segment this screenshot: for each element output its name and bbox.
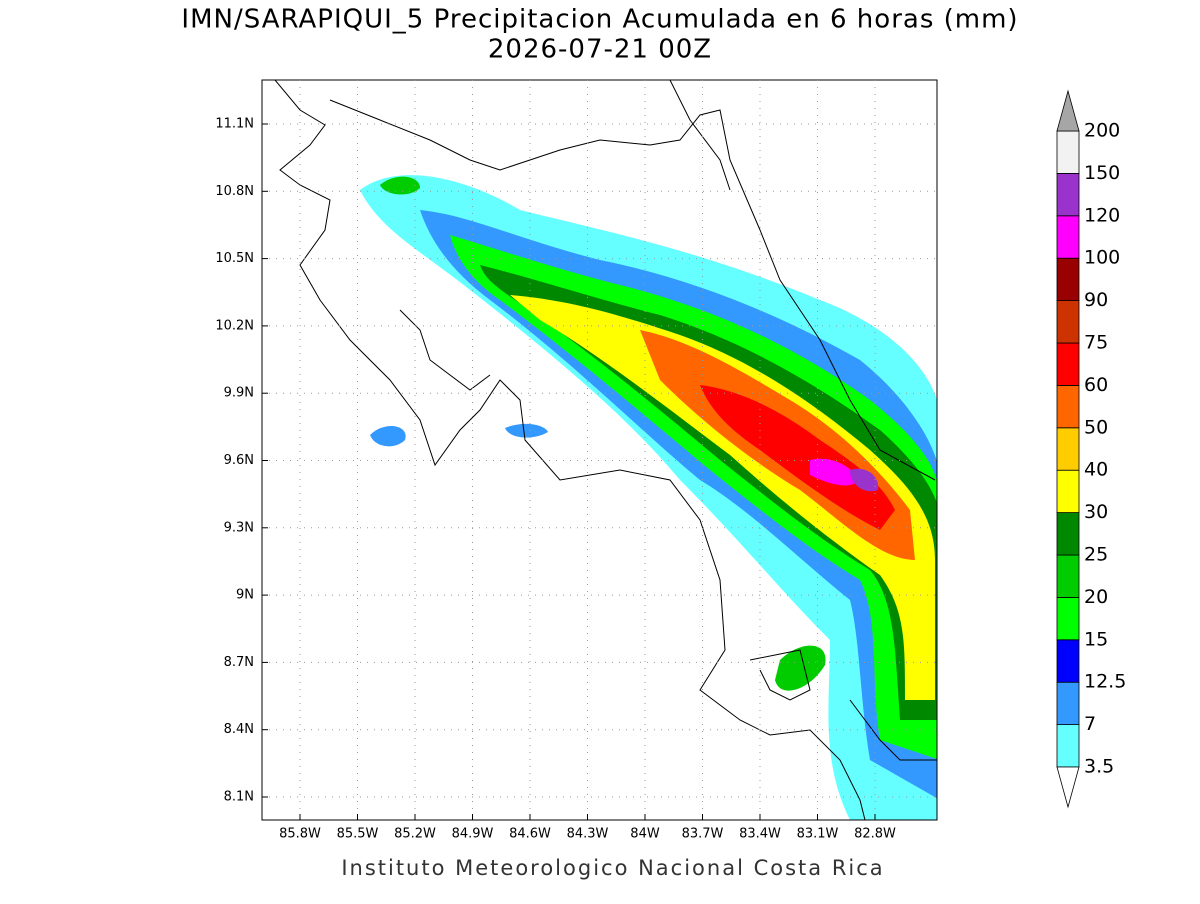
colorbar-box <box>1056 257 1080 302</box>
coastlines <box>274 80 937 820</box>
colorbar-label: 12.5 <box>1084 671 1126 693</box>
precip-field <box>360 175 937 820</box>
colorbar-label: 150 <box>1084 162 1120 184</box>
map-frame <box>261 79 938 821</box>
colorbar-box <box>1056 681 1080 726</box>
lat-tick-label: 10.2N <box>215 318 254 333</box>
colorbar-under <box>1056 766 1080 809</box>
lon-tick-label: 84.6W <box>509 827 551 842</box>
colorbar-over <box>1056 89 1080 132</box>
colorbar-label: 3.5 <box>1084 756 1114 778</box>
lat-tick-label: 8.7N <box>224 655 254 670</box>
colorbar-box <box>1056 427 1080 471</box>
colorbar-box <box>1056 130 1080 174</box>
colorbar-label: 40 <box>1084 459 1108 481</box>
lon-tick-label: 84.3W <box>567 827 609 842</box>
colorbar-label: 200 <box>1084 120 1120 142</box>
colorbar-label: 75 <box>1084 332 1108 354</box>
lon-tick-label: 83.4W <box>739 827 781 842</box>
colorbar-box <box>1056 384 1080 429</box>
colorbar-label: 20 <box>1084 586 1108 608</box>
colorbar-label: 15 <box>1084 628 1108 650</box>
lat-tick-label: 9.9N <box>224 386 254 401</box>
colorbar-box <box>1056 215 1080 259</box>
colorbar-label: 7 <box>1084 713 1096 735</box>
lon-tick-label: 82.8W <box>854 827 896 842</box>
colorbar-box <box>1056 724 1080 768</box>
colorbar-label: 25 <box>1084 544 1108 566</box>
colorbar-label: 100 <box>1084 247 1120 269</box>
colorbar-box <box>1056 469 1080 514</box>
colorbar-box <box>1056 172 1080 217</box>
lon-tick-label: 85.5W <box>337 827 379 842</box>
colorbar-box <box>1056 597 1080 641</box>
lon-tick-label: 84W <box>630 827 660 842</box>
lat-tick-label: 8.4N <box>224 722 254 737</box>
title: IMN/SARAPIQUI_5 Precipitacion Acumulada … <box>181 5 1018 35</box>
colorbar-label: 50 <box>1084 416 1108 438</box>
lat-tick-label: 11.1N <box>215 117 254 132</box>
lat-tick-label: 9N <box>236 588 254 603</box>
lon-tick-label: 83.7W <box>682 827 724 842</box>
lat-tick-label: 10.5N <box>215 251 254 266</box>
colorbar-box <box>1056 300 1080 344</box>
lon-tick-label: 83.1W <box>797 827 839 842</box>
colorbar-label: 90 <box>1084 289 1108 311</box>
colorbar-box <box>1056 639 1080 683</box>
footer: Instituto Meteorologico Nacional Costa R… <box>341 856 884 880</box>
lat-tick-label: 9.6N <box>224 453 254 468</box>
colorbar-label: 120 <box>1084 204 1120 226</box>
lon-tick-label: 85.8W <box>279 827 321 842</box>
lon-tick-label: 85.2W <box>394 827 436 842</box>
lat-tick-label: 8.1N <box>224 790 254 805</box>
colorbar-box <box>1056 512 1080 556</box>
lat-tick-label: 10.8N <box>215 184 254 199</box>
colorbar-label: 30 <box>1084 501 1108 523</box>
colorbar-box <box>1056 554 1080 598</box>
lon-tick-label: 84.9W <box>452 827 494 842</box>
colorbar-label: 60 <box>1084 374 1108 396</box>
colorbar-box <box>1056 342 1080 386</box>
subtitle: 2026-07-21 00Z <box>488 35 712 65</box>
lat-tick-label: 9.3N <box>224 520 254 535</box>
